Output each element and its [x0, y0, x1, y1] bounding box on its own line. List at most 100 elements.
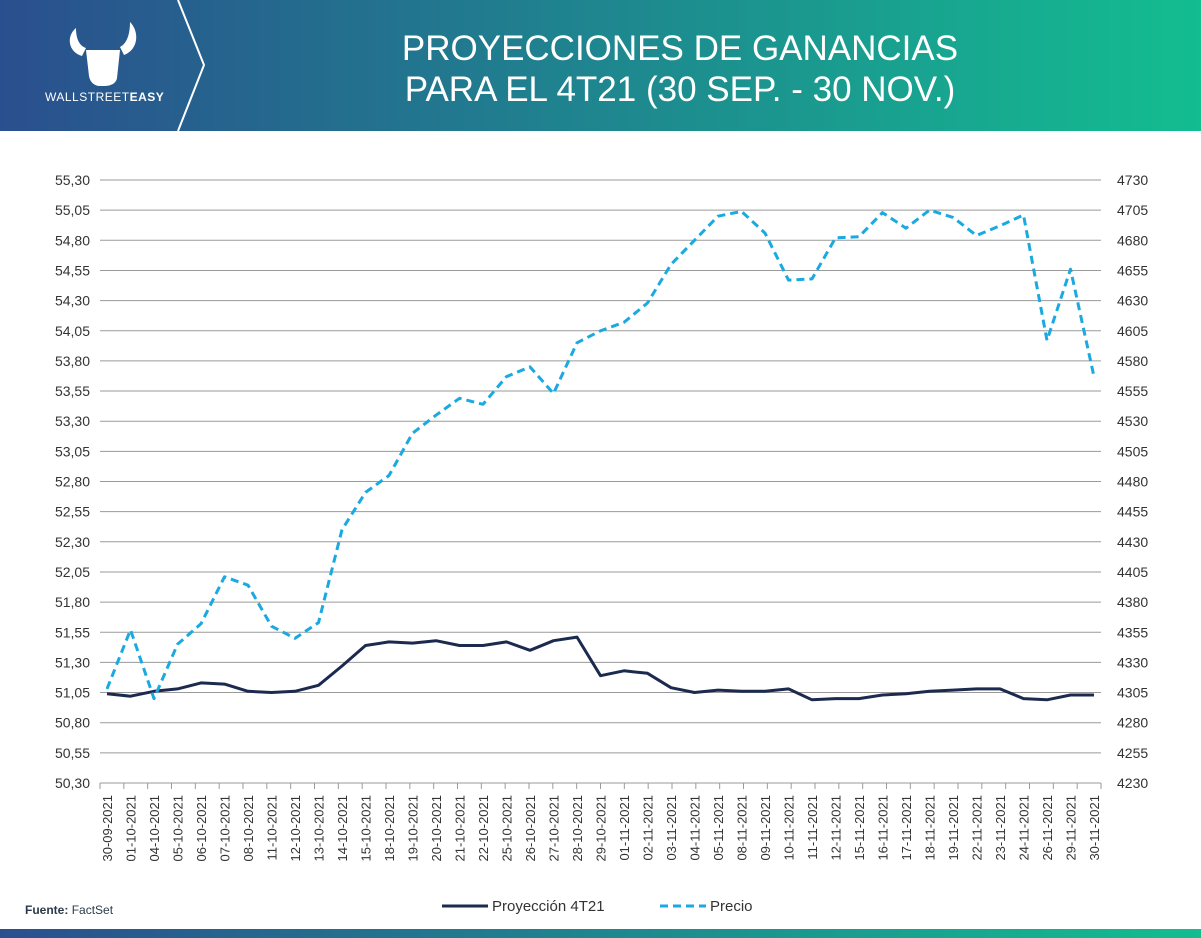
y-right-tick-label: 4480 — [1117, 474, 1148, 490]
x-tick-label: 03-11-2021 — [664, 795, 679, 861]
line-chart: 55,30 55,05 54,80 54,55 54,30 54,05 53,80 53,55… — [55, 172, 1148, 915]
x-tick-label: 23-11-2021 — [993, 795, 1008, 861]
x-tick-label: 15-10-2021 — [359, 795, 374, 862]
y-right-tick-label: 4705 — [1117, 202, 1148, 218]
y-left-tick-label: 53,80 — [55, 353, 90, 369]
legend: Proyección 4T21 Precio — [442, 898, 753, 915]
y-left-tick-label: 50,80 — [55, 715, 90, 731]
x-tick-label: 17-11-2021 — [899, 795, 914, 861]
y-left-tick-label: 52,30 — [55, 534, 90, 550]
x-tick-label: 30-11-2021 — [1087, 795, 1102, 861]
title-line-1: PROYECCIONES DE GANANCIAS — [401, 29, 959, 68]
y-left-tick-label: 51,30 — [55, 654, 90, 670]
y-left-tick-label: 51,55 — [55, 624, 90, 640]
y-left-tick-label: 53,30 — [55, 413, 90, 429]
x-tick-label: 02-11-2021 — [641, 795, 656, 861]
footer-bar — [0, 929, 1201, 938]
x-tick-label: 18-11-2021 — [923, 795, 938, 861]
title-line-2: PARA EL 4T21 (30 SEP. - 30 NOV.) — [404, 70, 956, 109]
y-right-tick-label: 4280 — [1117, 715, 1148, 731]
x-tick-label: 01-10-2021 — [124, 795, 139, 862]
x-tick-label: 29-10-2021 — [594, 795, 609, 862]
y-right-tick-label: 4580 — [1117, 353, 1148, 369]
y-left-tick-label: 55,05 — [55, 202, 90, 218]
y-left-tick-label: 53,05 — [55, 443, 90, 459]
x-tick-label: 15-11-2021 — [852, 795, 867, 861]
y-axis-left: 55,30 55,05 54,80 54,55 54,30 54,05 53,80 53,55… — [55, 172, 90, 791]
legend-label: Precio — [710, 898, 753, 915]
x-tick-label: 19-11-2021 — [946, 795, 961, 861]
y-right-tick-label: 4380 — [1117, 594, 1148, 610]
y-left-tick-label: 52,05 — [55, 564, 90, 580]
x-tick-label: 29-11-2021 — [1064, 795, 1079, 861]
x-tick-label: 04-10-2021 — [147, 795, 162, 862]
y-right-tick-label: 4605 — [1117, 323, 1148, 339]
logo-wordmark: WALLSTREETEASY — [45, 90, 165, 104]
x-tick-label: 05-11-2021 — [711, 795, 726, 861]
x-tick-label: 07-10-2021 — [218, 795, 233, 862]
y-left-tick-label: 51,80 — [55, 594, 90, 610]
x-tick-label: 19-10-2021 — [406, 795, 421, 862]
x-tick-label: 06-10-2021 — [194, 795, 209, 862]
x-tick-label: 12-11-2021 — [829, 795, 844, 861]
bull-logo-icon — [69, 22, 137, 86]
x-tick-label: 08-11-2021 — [735, 795, 750, 861]
y-left-tick-label: 54,80 — [55, 232, 90, 248]
x-tick-label: 08-10-2021 — [241, 795, 256, 862]
y-right-tick-label: 4430 — [1117, 534, 1148, 550]
x-tick-label: 04-11-2021 — [688, 795, 703, 861]
y-right-tick-label: 4355 — [1117, 624, 1148, 640]
y-right-tick-label: 4230 — [1117, 775, 1148, 791]
chart-title: PROYECCIONES DE GANANCIAS PARA EL 4T21 (… — [300, 28, 1060, 110]
y-left-tick-label: 54,05 — [55, 323, 90, 339]
x-tick-label: 01-11-2021 — [617, 795, 632, 861]
y-right-tick-label: 4680 — [1117, 232, 1148, 248]
y-left-tick-label: 54,55 — [55, 262, 90, 278]
header-banner: WALLSTREETEASY PROYECCIONES DE GANANCIAS… — [0, 0, 1201, 131]
x-tick-label: 18-10-2021 — [382, 795, 397, 862]
x-tick-label: 25-10-2021 — [500, 795, 515, 862]
y-right-tick-label: 4730 — [1117, 172, 1148, 188]
x-tick-label: 20-10-2021 — [429, 795, 444, 862]
y-left-tick-label: 52,55 — [55, 504, 90, 520]
y-left-tick-label: 53,55 — [55, 383, 90, 399]
x-tick-label: 11-11-2021 — [805, 795, 820, 860]
x-tick-label: 27-10-2021 — [547, 795, 562, 862]
y-right-tick-label: 4305 — [1117, 685, 1148, 701]
y-right-tick-label: 4505 — [1117, 443, 1148, 459]
legend-label: Proyección 4T21 — [492, 898, 605, 915]
x-tick-label: 14-10-2021 — [335, 795, 350, 862]
y-right-tick-label: 4330 — [1117, 654, 1148, 670]
y-left-tick-label: 51,05 — [55, 685, 90, 701]
y-left-tick-label: 54,30 — [55, 293, 90, 309]
x-tick-label: 30-09-2021 — [100, 795, 115, 862]
x-tick-label: 22-10-2021 — [476, 795, 491, 862]
x-tick-label: 26-10-2021 — [523, 795, 538, 862]
y-right-tick-label: 4655 — [1117, 262, 1148, 278]
x-tick-label: 22-11-2021 — [970, 795, 985, 861]
source-note: Fuente: FactSet — [25, 903, 114, 917]
y-left-tick-label: 50,30 — [55, 775, 90, 791]
x-tick-label: 05-10-2021 — [171, 795, 186, 862]
x-axis: 30-09-2021 01-10-2021 04-10-2021 05-10-2021… — [99, 783, 1102, 862]
series-line-precio — [105, 208, 1096, 701]
x-tick-label: 12-10-2021 — [288, 795, 303, 862]
x-tick-label: 21-10-2021 — [453, 795, 468, 862]
y-right-tick-label: 4405 — [1117, 564, 1148, 580]
x-tick-label: 10-11-2021 — [782, 795, 797, 861]
x-tick-label: 16-11-2021 — [876, 795, 891, 861]
y-right-tick-label: 4530 — [1117, 413, 1148, 429]
x-tick-label: 09-11-2021 — [758, 795, 773, 861]
y-left-tick-label: 50,55 — [55, 745, 90, 761]
series-line-proyeccion — [106, 635, 1094, 702]
y-right-tick-label: 4255 — [1117, 745, 1148, 761]
y-left-tick-label: 52,80 — [55, 474, 90, 490]
x-tick-label: 28-10-2021 — [570, 795, 585, 862]
y-right-tick-label: 4555 — [1117, 383, 1148, 399]
x-tick-label: 26-11-2021 — [1040, 795, 1055, 861]
y-right-tick-label: 4630 — [1117, 293, 1148, 309]
series-lines — [105, 208, 1096, 702]
y-axis-right: 4730 4705 4680 4655 4630 4605 4580 4555 4530 4505… — [1117, 172, 1148, 791]
y-right-tick-label: 4455 — [1117, 504, 1148, 520]
x-tick-label: 13-10-2021 — [312, 795, 327, 862]
